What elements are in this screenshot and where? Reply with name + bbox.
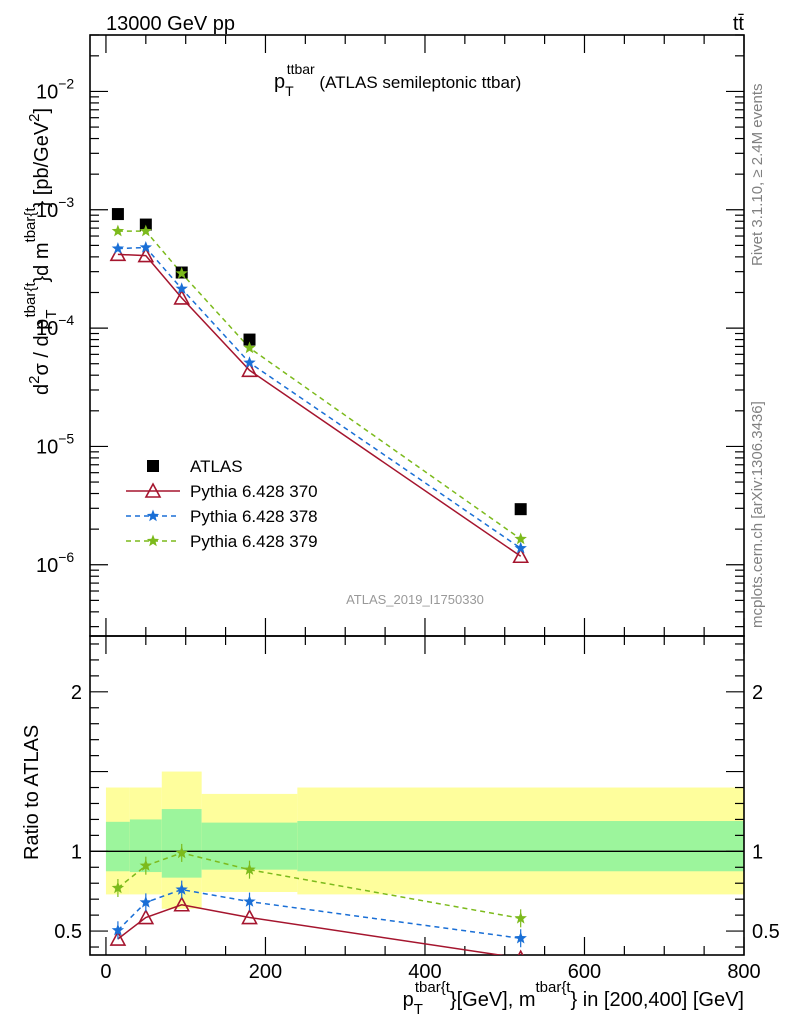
energy-label: 13000 GeV pp	[106, 13, 235, 35]
main-y-tick-label: 10−4	[36, 312, 74, 340]
x-tick-label: 400	[408, 961, 441, 983]
pythia-6-428-370-ratio-point	[109, 930, 127, 946]
pythia-6-428-370-ratio-point	[137, 908, 155, 925]
legend-label-pythia-6-428-370: Pythia 6.428 370	[190, 482, 318, 501]
atlas-point	[139, 218, 152, 231]
legend-marker-pythia-6-428-378	[146, 509, 160, 522]
pythia-6-428-370-point	[241, 361, 258, 378]
main-y-axis-label: d2σ / d pTtbar{t}d mtbar{t} [pb/GeV2]	[22, 108, 60, 395]
legend-label-pythia-6-428-378: Pythia 6.428 378	[190, 507, 318, 526]
ratio-uncertainty-bands	[90, 771, 744, 909]
pythia-6-428-378-ratio-point	[139, 895, 152, 908]
process-label: tt̄	[733, 13, 745, 35]
main-y-tick-label: 10−5	[36, 430, 74, 458]
pythia-6-428-378-ratio-line	[117, 888, 521, 940]
legend-marker-atlas	[147, 460, 159, 472]
plot-title: pTttbar (ATLAS semileptonic ttbar)	[274, 61, 521, 99]
pythia-6-428-378-point	[139, 241, 152, 253]
ratio-band-inner	[297, 821, 744, 872]
x-tick-label: 600	[568, 961, 601, 983]
x-tick-label: 0	[100, 961, 111, 983]
ratio-y-tick-label-right: 0.5	[752, 921, 780, 943]
pythia-6-428-378-point	[175, 282, 188, 294]
pythia-6-428-378-ratio-point	[514, 931, 527, 944]
ratio-y-tick-label-right: 2	[752, 682, 763, 704]
legend-label-pythia-6-428-379: Pythia 6.428 379	[190, 532, 318, 551]
pythia-6-428-379-point	[175, 266, 188, 279]
pythia-6-428-370-point	[173, 289, 191, 305]
pythia-6-428-378-point	[514, 541, 527, 554]
pythia-6-428-370-ratio-line	[117, 904, 505, 955]
ratio-plot-frame	[89, 635, 745, 956]
x-axis-label: pTtbar{t}[GeV], mtbar{t} in [200,400] [G…	[403, 979, 744, 1018]
atlas-point	[514, 503, 527, 516]
main-y-tick-label: 10−2	[36, 75, 74, 103]
pythia-6-428-379-point	[243, 341, 256, 354]
pythia-6-428-378-point	[243, 356, 256, 368]
pythia-6-428-370-ratio-point	[173, 896, 191, 912]
legend-label-atlas: ATLAS	[190, 457, 243, 476]
pythia-6-428-378-ratio-point	[111, 923, 125, 936]
axis-ticks	[90, 34, 745, 955]
series-lines	[117, 230, 522, 557]
pythia-6-428-378-point	[111, 242, 125, 254]
pythia-6-428-379-point	[514, 532, 527, 545]
ratio-band-inner	[105, 821, 130, 872]
analysis-watermark: ATLAS_2019_I1750330	[346, 592, 484, 607]
pythia-6-428-379-point	[139, 224, 152, 237]
main-y-tick-label: 10−3	[36, 194, 74, 222]
ratio-y-axis-label: Ratio to ATLAS	[21, 725, 43, 860]
atlas-point	[111, 208, 124, 221]
atlas-point	[243, 333, 256, 346]
tick-labels: 10−6 10−5 10−4 10−3 10−2 0.5 0.5 1 1 2 2 0 200 400 600…	[36, 75, 780, 983]
pythia-6-428-379-point	[111, 224, 125, 237]
pythia-6-428-379-ratio-point	[514, 911, 527, 924]
pythia-6-428-370-point	[512, 547, 530, 564]
ratio-y-tick-label-left: 1	[71, 841, 82, 863]
pythia-6-428-370-ratio-point	[241, 908, 258, 925]
pythia-6-428-370-point	[137, 246, 155, 263]
main-plot-frame	[89, 34, 745, 637]
legend-marker-pythia-6-428-379	[146, 534, 160, 547]
ratio-y-tick-label-left: 2	[71, 682, 82, 704]
pythia-6-428-379-ratio-point	[111, 881, 125, 894]
ratio-band-inner	[161, 809, 202, 878]
legend-marker-pythia-6-428-370	[144, 482, 162, 498]
rivet-version-label: Rivet 3.1.10, ≥ 2.4M events	[749, 84, 766, 267]
pythia-6-428-370-ratio-point	[517, 949, 524, 955]
pythia-6-428-378-ratio-point	[175, 883, 188, 895]
pythia-6-428-370-line	[117, 253, 522, 557]
legend: ATLAS Pythia 6.428 370 Pythia 6.428 378 Pyt…	[126, 457, 318, 551]
ratio-y-tick-label-right: 1	[752, 841, 763, 863]
mcplots-label: mcplots.cern.ch [arXiv:1306.3436]	[749, 401, 766, 628]
pythia-6-428-378-ratio-point	[243, 895, 256, 907]
pythia-6-428-379-ratio-point	[243, 863, 256, 875]
series-markers	[109, 208, 530, 564]
ratio-series-markers	[109, 843, 527, 955]
pythia-6-428-370-point	[109, 245, 127, 262]
ratio-y-tick-label-left: 0.5	[54, 921, 82, 943]
pythia-6-428-379-ratio-point	[139, 859, 152, 871]
main-y-tick-label: 10−6	[36, 549, 74, 577]
pythia-6-428-379-ratio-point	[175, 846, 188, 859]
x-tick-label: 200	[249, 961, 282, 983]
x-tick-label: 800	[727, 961, 760, 983]
